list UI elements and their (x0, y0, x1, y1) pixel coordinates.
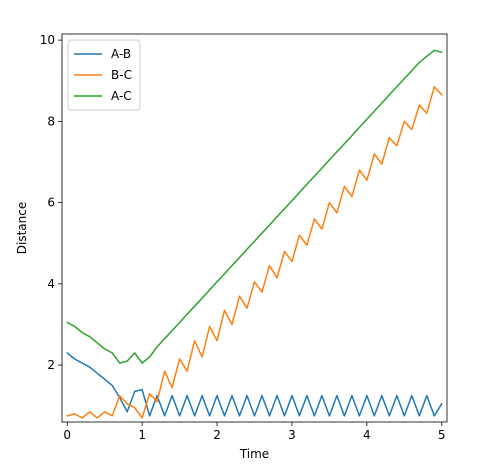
x-tick-label: 1 (138, 428, 146, 442)
y-tick-label: 8 (47, 114, 55, 128)
series-line-a-c (66, 49, 443, 364)
legend: A-B B-C A-C (67, 39, 141, 111)
x-tick-label: 5 (438, 428, 446, 442)
series-line-b-c (66, 86, 443, 419)
x-tick-label: 3 (288, 428, 296, 442)
legend-frame (67, 39, 141, 111)
legend-label-b-c: B-C (111, 68, 132, 82)
y-tick-label: 6 (47, 196, 55, 210)
y-axis-ticks: 2 4 6 8 10 (40, 33, 62, 372)
legend-label-a-b: A-B (111, 47, 131, 61)
x-axis-label: Time (239, 447, 269, 461)
plot-frame (61, 33, 448, 423)
series-layer (66, 49, 443, 419)
x-axis-ticks: 0 1 2 3 4 5 (63, 422, 446, 442)
legend-label-a-c: A-C (111, 89, 132, 103)
y-axis-label: Distance (15, 202, 29, 254)
y-tick-label: 4 (47, 277, 55, 291)
y-tick-label: 10 (40, 33, 55, 47)
x-tick-label: 2 (213, 428, 221, 442)
x-tick-label: 0 (63, 428, 71, 442)
x-tick-label: 4 (363, 428, 371, 442)
y-tick-label: 2 (47, 358, 55, 372)
